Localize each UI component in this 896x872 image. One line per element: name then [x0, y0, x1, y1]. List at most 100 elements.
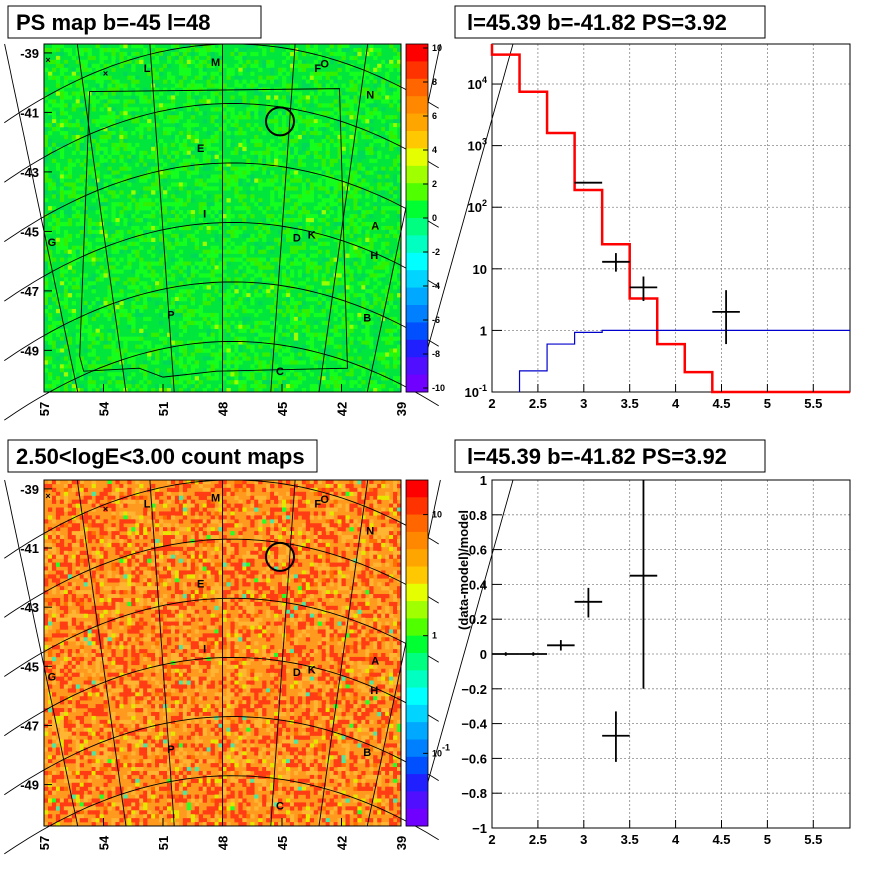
parallel-line — [4, 162, 439, 242]
source-label: O — [320, 58, 329, 70]
parallel-line — [4, 340, 439, 421]
meridian-line — [270, 43, 296, 393]
x-tick-label: 54 — [97, 401, 112, 416]
colorbar-tick-label: -2 — [432, 247, 440, 257]
x-tick-label: 57 — [37, 402, 52, 416]
colorbar-cell — [406, 653, 428, 671]
title-box — [7, 5, 262, 39]
colorbar-cell — [406, 670, 428, 689]
y-tick-label: −1 — [472, 821, 487, 836]
x-tick-label: 54 — [97, 835, 112, 850]
y-tick-label: 1 — [480, 323, 487, 338]
x-tick-label: 45 — [275, 402, 290, 416]
source-label: C — [276, 366, 284, 378]
colorbar-cell — [406, 270, 428, 289]
y-tick-label: -45 — [20, 659, 39, 674]
source-label: B — [363, 313, 371, 325]
y-axis-label: (data-model)/model — [456, 510, 471, 630]
colorbar-cell — [406, 78, 428, 97]
coordinate-grid — [4, 479, 514, 855]
colorbar-cell — [406, 531, 428, 550]
colorbar-cell — [406, 808, 428, 827]
x-tick-label: 45 — [275, 836, 290, 850]
colorbar-tick-label: -6 — [432, 315, 440, 325]
source-label: P — [167, 744, 174, 756]
y-tick-label: -39 — [20, 46, 39, 61]
source-cross: × — [103, 504, 108, 514]
y-tick-label: −0.2 — [461, 682, 487, 697]
colorbar-tick-label: 8 — [432, 77, 437, 87]
colorbar-cell — [406, 148, 428, 167]
y-tick-label: -41 — [20, 105, 39, 120]
x-tick-label: 5.5 — [804, 832, 822, 847]
colorbar-cell — [406, 756, 428, 775]
chart-title: l=45.39 b=-41.82 PS=3.92 — [467, 10, 727, 35]
colorbar-cell — [406, 566, 428, 585]
title-box — [454, 5, 766, 39]
colorbar-cell — [406, 722, 428, 740]
source-label: E — [197, 143, 204, 155]
meridian-line — [149, 479, 175, 827]
x-tick-label: 5 — [764, 396, 771, 411]
grid — [492, 44, 850, 392]
meridian-line — [76, 479, 127, 827]
colorbar-cell — [406, 774, 428, 792]
colorbar-cell — [406, 218, 428, 236]
parallel-line — [4, 538, 439, 618]
source-label: D — [293, 667, 301, 679]
y-tick-label: 102 — [468, 198, 487, 215]
title-box — [7, 439, 318, 473]
meridian-line — [149, 43, 175, 393]
colorbar-cell — [406, 235, 428, 254]
colorbar-tick-label: 2 — [432, 179, 437, 189]
y-tick-label: 10 — [473, 262, 487, 277]
source-label: F — [314, 499, 321, 511]
background-histogram — [518, 329, 850, 392]
map-pixels — [44, 480, 402, 827]
source-label: M — [211, 57, 220, 69]
colorbar-tick-label: 4 — [432, 145, 437, 155]
parallel-line — [4, 775, 439, 855]
y-tick-label: -47 — [20, 284, 39, 299]
meridian-line — [318, 479, 369, 827]
colorbar-cell — [406, 287, 428, 306]
source-label: B — [363, 747, 371, 759]
y-tick-label: -45 — [20, 224, 39, 239]
colorbar-cell — [406, 357, 428, 376]
x-tick-label: 39 — [394, 836, 409, 850]
x-tick-label: 4.5 — [712, 396, 730, 411]
x-tick-label: 39 — [394, 402, 409, 416]
colorbar-cell — [406, 374, 428, 393]
parallel-line — [4, 656, 439, 737]
y-tick-label: -47 — [20, 718, 39, 733]
colorbar-tick-label: -10 — [432, 383, 445, 393]
colorbar-tick-label: 10 — [432, 510, 442, 520]
source-label: A — [371, 655, 379, 667]
source-label: G — [48, 672, 57, 684]
colorbar-cell — [406, 739, 428, 758]
colorbar-cell — [406, 44, 428, 62]
colorbar-cell — [406, 635, 428, 654]
target-circle — [265, 541, 296, 572]
colorbar-cell — [406, 113, 428, 132]
colorbar-cell — [406, 305, 428, 323]
y-tick-label: 103 — [468, 137, 487, 154]
y-tick-label: 0.6 — [469, 543, 487, 558]
colorbar-frame — [405, 479, 429, 827]
colorbar-cell — [406, 601, 428, 619]
source-label: C — [276, 800, 284, 812]
colorbar-cell — [406, 322, 428, 341]
source-label: N — [366, 525, 374, 537]
y-tick-label: 10-1 — [465, 383, 487, 400]
source-label: K — [308, 229, 316, 241]
meridian-line — [270, 479, 296, 827]
x-tick-label: 57 — [37, 836, 52, 850]
colorbar-cell — [406, 514, 428, 533]
colorbar-cell — [406, 252, 428, 271]
colorbar — [406, 480, 428, 827]
source-label: O — [320, 494, 329, 506]
meridian-line — [76, 43, 127, 393]
parallel-line — [4, 222, 439, 302]
y-tick-label: 104 — [468, 75, 487, 92]
